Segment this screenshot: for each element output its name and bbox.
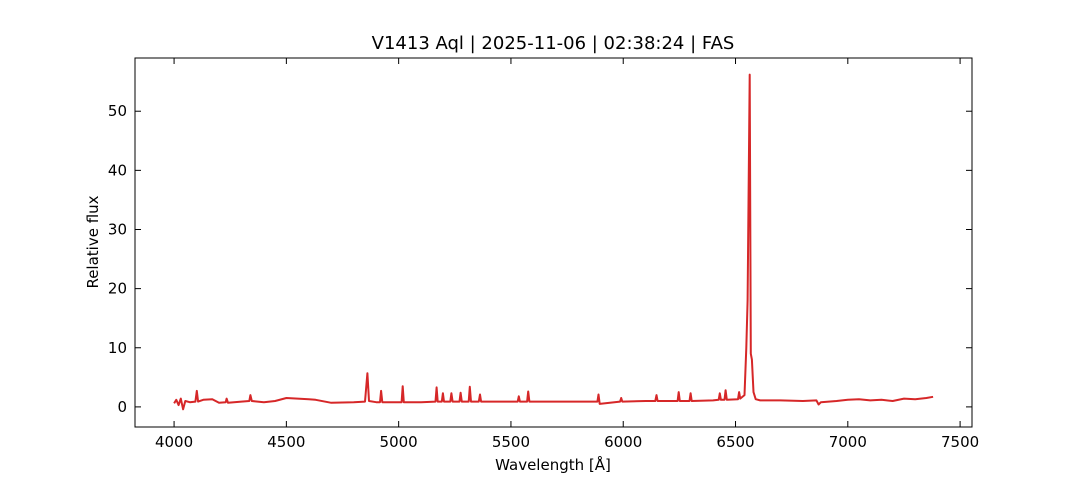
x-tick-label: 6000 [604, 433, 642, 451]
y-tick-label: 50 [108, 102, 127, 120]
x-tick-label: 7000 [829, 433, 867, 451]
y-tick-label: 20 [108, 280, 127, 298]
x-axis-label: Wavelength [Å] [495, 455, 611, 474]
x-tick-label: 5000 [380, 433, 418, 451]
x-tick-label: 7500 [941, 433, 979, 451]
plot-frame [134, 57, 973, 428]
y-tick-label: 30 [108, 220, 127, 238]
y-axis-label: Relative flux [84, 195, 102, 288]
x-tick-label: 5500 [492, 433, 530, 451]
x-tick-label: 6500 [716, 433, 754, 451]
y-tick-label: 40 [108, 161, 127, 179]
y-tick-label: 0 [117, 398, 127, 416]
chart-title: V1413 Aql | 2025-11-06 | 02:38:24 | FAS [372, 33, 735, 54]
y-tick-label: 10 [108, 339, 127, 357]
x-tick-label: 4500 [267, 433, 305, 451]
x-tick-label: 4000 [155, 433, 193, 451]
spectrum-line [173, 73, 934, 411]
